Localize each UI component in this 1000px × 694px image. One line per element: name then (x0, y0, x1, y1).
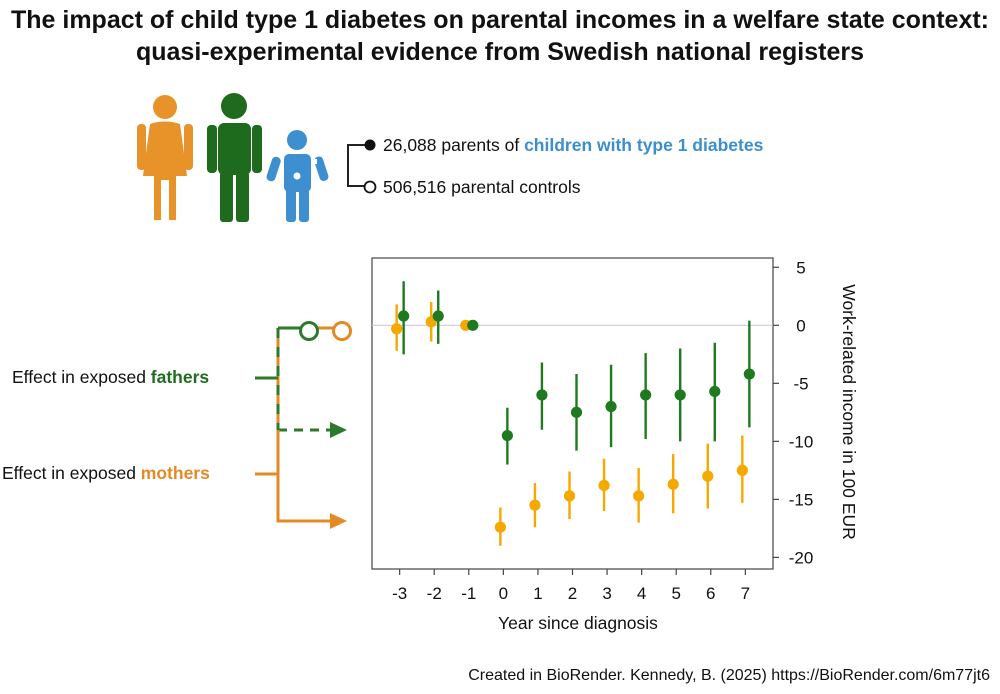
y-tick-label: -15 (789, 490, 814, 509)
mothers-series (391, 302, 748, 546)
x-tick-label: 4 (637, 584, 646, 603)
x-tick-label: -2 (427, 584, 442, 603)
x-tick-label: 0 (499, 584, 508, 603)
fathers-point (536, 389, 548, 401)
x-tick-label: 3 (602, 584, 611, 603)
fathers-point (501, 429, 513, 442)
fathers-arrow-icon (330, 422, 347, 438)
mothers-point (702, 470, 714, 482)
x-tick-label: 2 (568, 584, 577, 603)
mother-icon (137, 95, 193, 220)
fathers-point (570, 406, 583, 418)
fathers-point (398, 310, 410, 322)
y-tick-label: -5 (793, 374, 808, 393)
father-icon (207, 93, 262, 222)
y-tick-label: -10 (789, 432, 814, 451)
x-tick-label: -3 (392, 584, 407, 603)
figure-title: The impact of child type 1 diabetes on p… (0, 4, 1000, 68)
mothers-prefix: Effect in exposed (2, 463, 141, 483)
fathers-point (674, 389, 686, 401)
x-tick-label: 1 (533, 584, 542, 603)
exposed-marker-icon (364, 139, 376, 151)
fathers-series (398, 281, 755, 465)
y-tick-label: 0 (796, 316, 805, 335)
fathers-highlight: fathers (150, 367, 210, 387)
fathers-legend-label: Effect in exposed fathers (12, 367, 209, 388)
y-tick-label: -20 (789, 548, 814, 567)
exposed-highlight-text: children with type 1 diabetes (524, 135, 764, 155)
x-tick-label: 5 (671, 584, 680, 603)
title-line-1: The impact of child type 1 diabetes on p… (10, 6, 990, 34)
legend-connectors (255, 326, 338, 523)
mothers-point (494, 521, 506, 533)
fathers-point (709, 385, 721, 398)
mothers-legend-circle-icon (332, 321, 352, 341)
event-study-chart: -3 -2 -1 0 1 2 3 4 5 6 7 50-5-10-15-20 Year since … (371, 257, 859, 633)
x-axis-label: Year since diagnosis (498, 613, 658, 633)
x-tick-label: 6 (706, 584, 715, 603)
credit-line: Created in BioRender. Kennedy, B. (2025)… (468, 667, 990, 684)
cohort-bracket (347, 144, 367, 187)
mothers-arrow-icon (330, 513, 347, 529)
mothers-highlight: mothers (140, 463, 210, 483)
fathers-point (467, 319, 479, 331)
fathers-prefix: Effect in exposed (12, 367, 151, 387)
x-tick-label: 7 (741, 584, 750, 603)
fathers-point (432, 310, 444, 322)
mothers-point (633, 490, 645, 502)
mothers-point (391, 323, 403, 335)
fathers-point (640, 389, 652, 401)
fathers-point (605, 400, 617, 413)
fathers-point (743, 368, 755, 380)
y-axis-label: Work-related income in 100 EUR (839, 284, 859, 539)
x-tick-label: -1 (461, 584, 476, 603)
child-icon (266, 130, 329, 222)
mothers-point (598, 479, 610, 492)
mothers-point (736, 464, 748, 476)
mothers-point (563, 490, 576, 502)
controls-label: 506,516 parental controls (383, 177, 581, 197)
mothers-point (667, 478, 679, 490)
control-marker-icon (363, 180, 377, 194)
y-tick-label: 5 (796, 258, 805, 277)
exposed-count-text: 26,088 parents of (383, 135, 525, 155)
exposed-parents-label: 26,088 parents of children with type 1 d… (383, 135, 763, 156)
mothers-legend-label: Effect in exposed mothers (2, 463, 210, 484)
fathers-legend-circle-icon (299, 321, 319, 341)
mothers-point (529, 499, 541, 511)
title-line-2: quasi-experimental evidence from Swedish… (135, 38, 864, 66)
